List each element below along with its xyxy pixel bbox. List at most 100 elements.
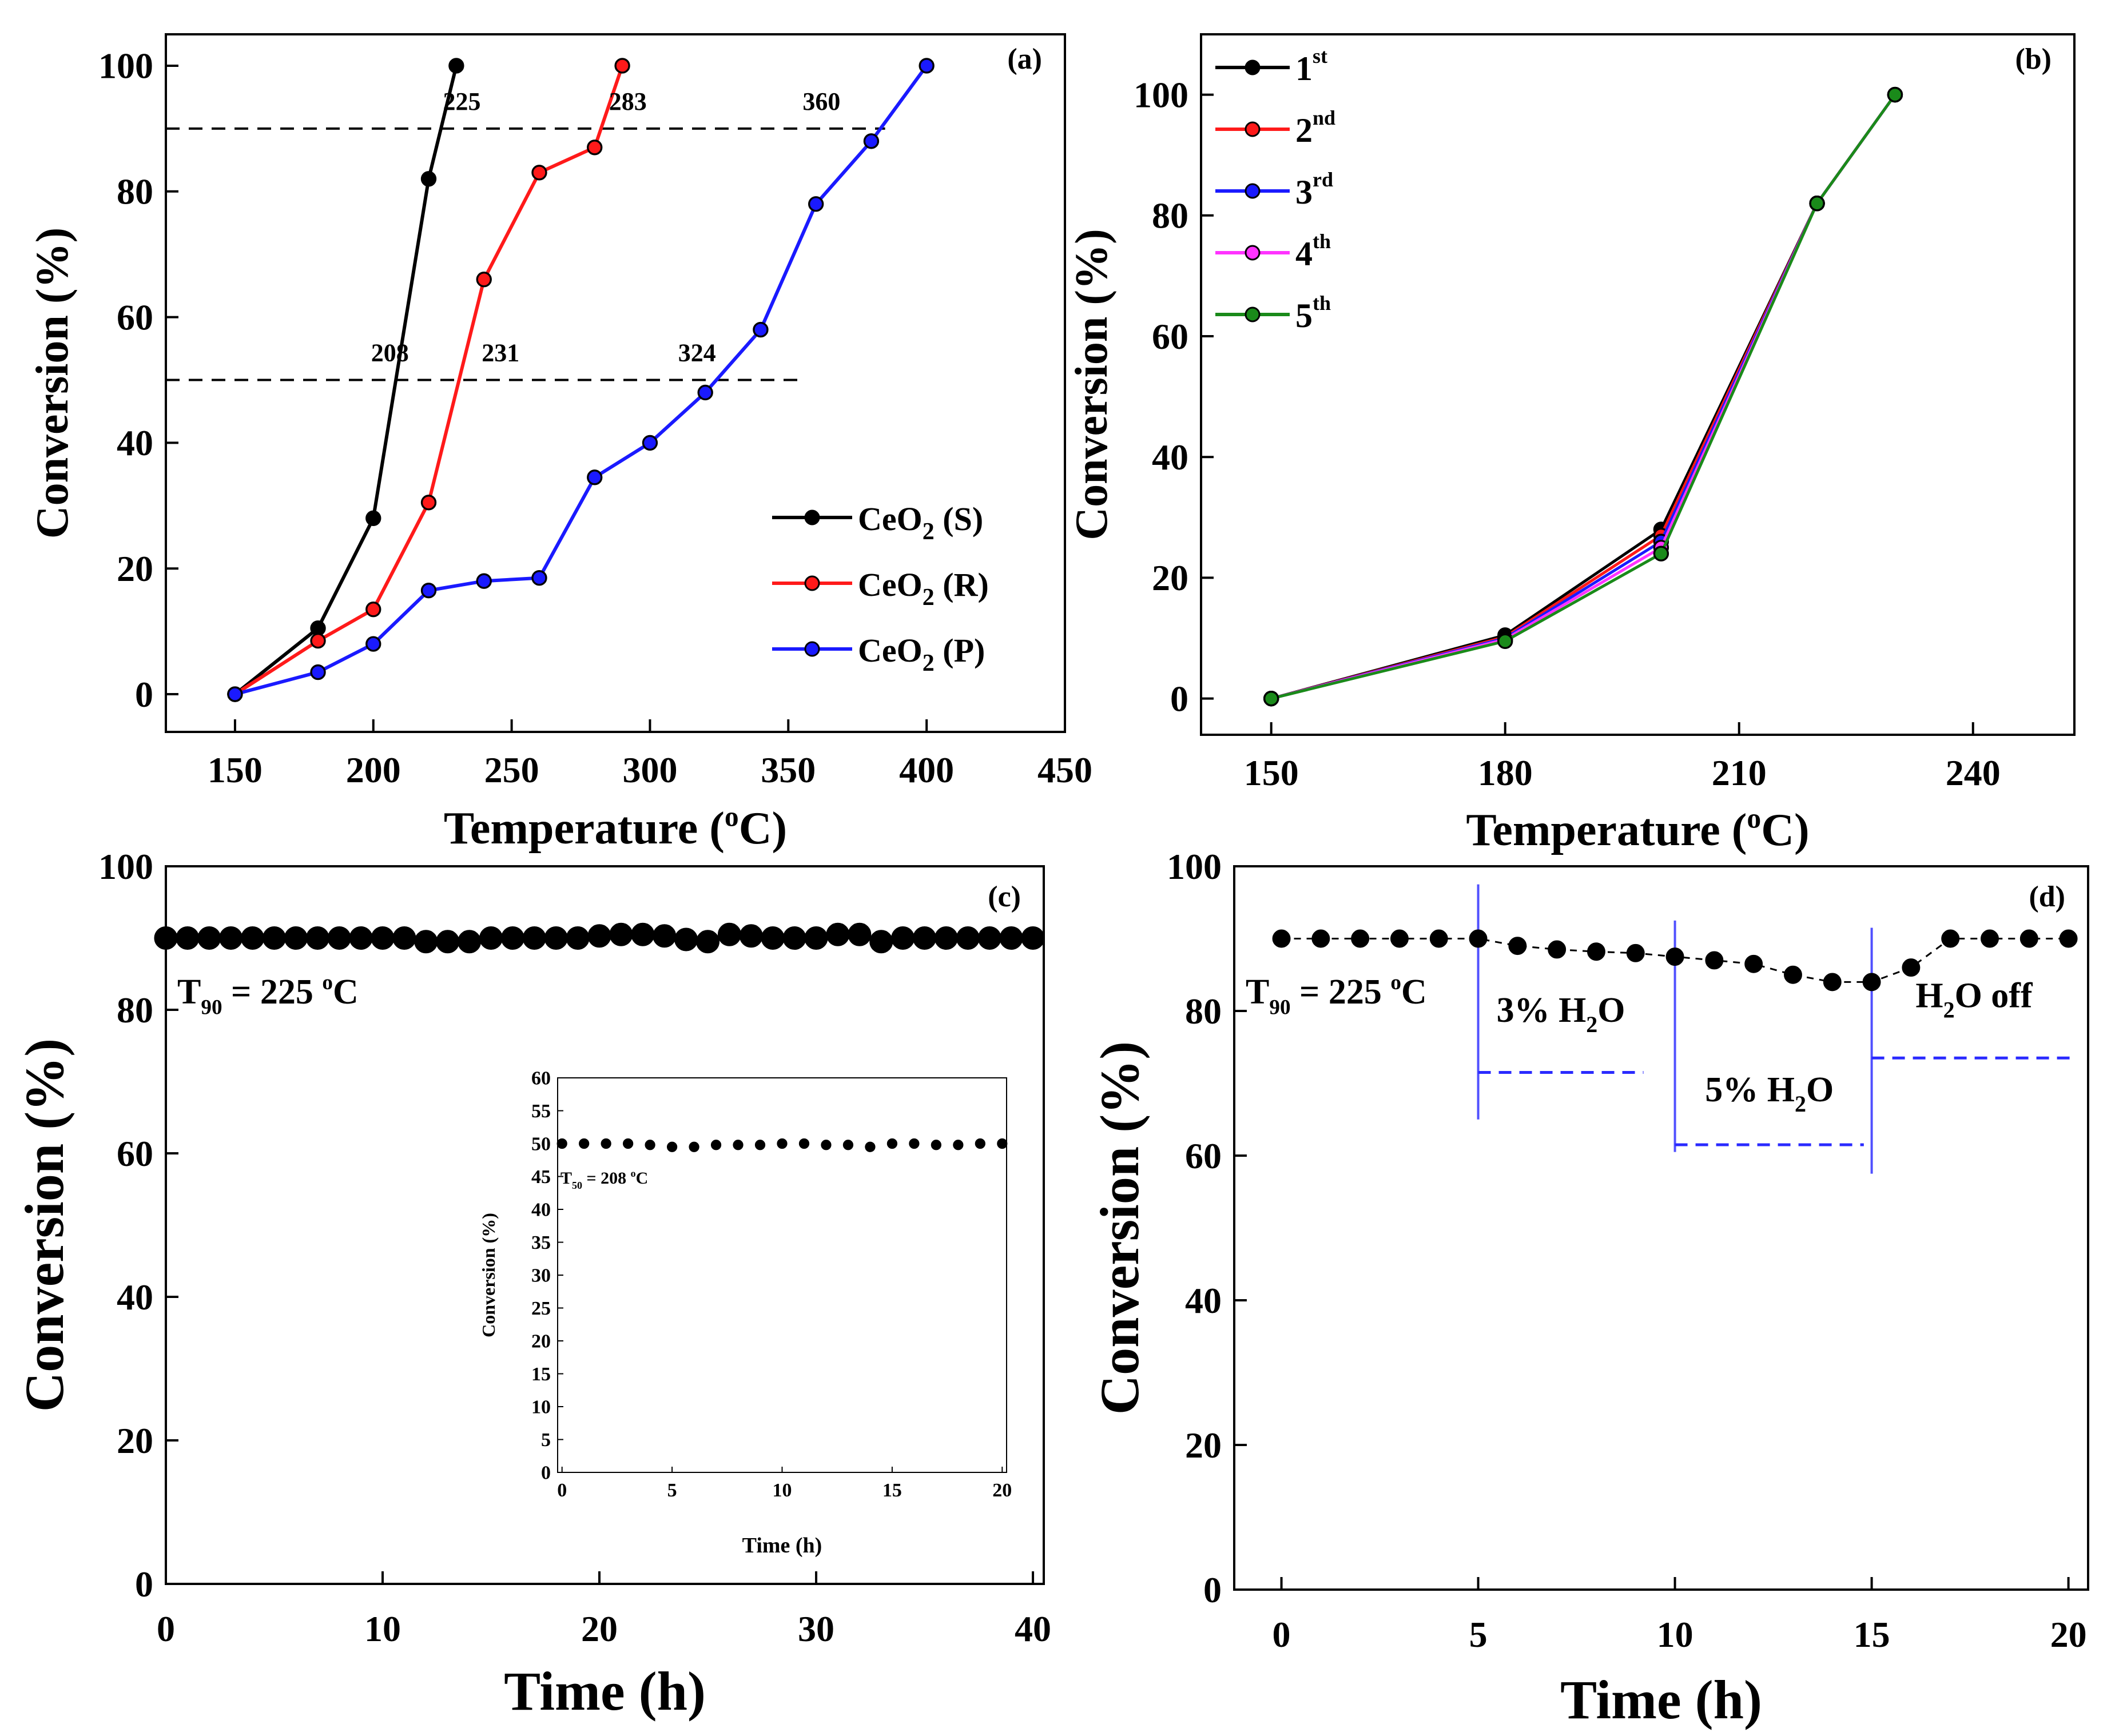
y-tick-label: 100 bbox=[98, 846, 153, 887]
series-0-point bbox=[587, 924, 611, 948]
legend-label: 4th bbox=[1295, 230, 1331, 273]
inset-series-point bbox=[601, 1138, 611, 1149]
series-0-point bbox=[544, 926, 568, 950]
temperature-annotation-sup: o bbox=[322, 971, 333, 994]
inset-series-point bbox=[733, 1140, 744, 1150]
legend-sup: th bbox=[1313, 230, 1331, 253]
condition-label: 3% H2O bbox=[1497, 991, 1625, 1037]
temperature-annotation: 360 bbox=[802, 87, 840, 116]
x-tick-label: 210 bbox=[1712, 752, 1767, 793]
x-axis-label: Temperature (oC) bbox=[1466, 803, 1809, 855]
series-0-point bbox=[1862, 973, 1881, 992]
temperature-annotation-sub: 90 bbox=[1269, 996, 1290, 1020]
legend-sup: rd bbox=[1313, 168, 1333, 191]
x-tick-label: 400 bbox=[899, 750, 954, 790]
series-0-point bbox=[566, 926, 590, 950]
series-0-point bbox=[804, 926, 828, 950]
inset-annotation-sup: o bbox=[631, 1168, 636, 1179]
series-0-point bbox=[653, 924, 677, 948]
series-0-point bbox=[891, 926, 915, 950]
legend-text: 3 bbox=[1295, 173, 1313, 211]
x-tick-label: 40 bbox=[1015, 1608, 1051, 1649]
temperature-annotation: 283 bbox=[609, 87, 647, 116]
series-0-point bbox=[284, 926, 308, 950]
y-tick-label: 60 bbox=[1185, 1136, 1222, 1176]
legend-text: (R) bbox=[935, 566, 989, 603]
condition-text: O off bbox=[1955, 977, 2033, 1016]
series-0-point bbox=[420, 171, 437, 187]
series-0-point bbox=[1823, 973, 1842, 992]
y-tick-label: 20 bbox=[117, 1420, 153, 1461]
series-0-point bbox=[848, 922, 872, 946]
x-tick-label: 20 bbox=[581, 1608, 618, 1649]
y-axis-label: Conversion (%) bbox=[1089, 1041, 1150, 1415]
series-0-point bbox=[1784, 965, 1802, 984]
y-tick-label: 15 bbox=[531, 1364, 551, 1385]
x-tick-label: 10 bbox=[364, 1608, 401, 1649]
series-0-point bbox=[869, 930, 893, 954]
series-0-point bbox=[327, 926, 351, 950]
legend-text: CeO bbox=[858, 632, 923, 669]
y-axis-label: Conversion (%) bbox=[14, 1038, 75, 1412]
legend-marker bbox=[804, 641, 820, 657]
y-tick-label: 60 bbox=[531, 1068, 551, 1089]
x-tick-label: 20 bbox=[992, 1480, 1012, 1501]
series-2-line bbox=[1271, 94, 1897, 700]
series-0-point bbox=[999, 926, 1023, 950]
y-tick-label: 60 bbox=[117, 297, 153, 337]
series-4-point bbox=[1497, 633, 1513, 649]
inset-series-point bbox=[710, 1140, 722, 1150]
y-tick-label: 10 bbox=[531, 1397, 551, 1418]
x-tick-label: 5 bbox=[667, 1480, 677, 1501]
temperature-annotation: 208 bbox=[371, 339, 409, 367]
legend-text: (S) bbox=[935, 500, 983, 537]
y-tick-label: 100 bbox=[1134, 74, 1188, 115]
series-0-point bbox=[739, 924, 763, 948]
temperature-annotation: T90 = 225 oC bbox=[1246, 971, 1427, 1019]
y-tick-label: 100 bbox=[98, 46, 153, 86]
legend-label: CeO2 (S) bbox=[858, 500, 983, 545]
series-2-point bbox=[587, 469, 603, 485]
temperature-annotation-text: C bbox=[333, 973, 359, 1012]
series-0-point bbox=[414, 930, 438, 954]
legend-marker bbox=[1245, 59, 1261, 75]
x-tick-label: 180 bbox=[1478, 752, 1533, 793]
y-tick-label: 0 bbox=[1203, 1570, 1222, 1610]
x-tick-label: 450 bbox=[1037, 750, 1092, 790]
x-tick-label: 0 bbox=[557, 1480, 567, 1501]
inset-series-point bbox=[975, 1138, 985, 1149]
temperature-annotation: T90 = 225 oC bbox=[177, 971, 359, 1019]
legend-marker bbox=[804, 509, 820, 525]
x-axis-label: Temperature (oC) bbox=[444, 801, 787, 854]
series-2-point bbox=[808, 196, 824, 212]
y-tick-label: 60 bbox=[1152, 316, 1188, 357]
inset-series-point bbox=[865, 1141, 876, 1152]
series-4-point bbox=[1887, 86, 1903, 103]
series-4-point bbox=[1653, 546, 1669, 562]
inset-series-point bbox=[556, 1138, 567, 1149]
legend-text: 2 bbox=[1295, 112, 1313, 149]
series-1-point bbox=[614, 58, 630, 74]
legend-sup: st bbox=[1313, 45, 1327, 67]
x-tick-label: 15 bbox=[882, 1480, 902, 1501]
series-0-point bbox=[761, 926, 785, 950]
x-tick-label: 15 bbox=[1854, 1614, 1890, 1655]
series-0-point bbox=[262, 926, 287, 950]
temperature-annotation-sup: o bbox=[1390, 971, 1401, 994]
series-0-point bbox=[197, 926, 221, 950]
legend-label: CeO2 (R) bbox=[858, 566, 989, 611]
series-0-point bbox=[609, 922, 633, 946]
y-axis-label: Conversion (%) bbox=[27, 228, 78, 539]
series-2-point bbox=[310, 664, 326, 680]
inset-series-point bbox=[886, 1138, 898, 1149]
x-tick-label: 5 bbox=[1469, 1614, 1488, 1655]
y-tick-label: 0 bbox=[135, 674, 153, 715]
y-tick-label: 40 bbox=[117, 423, 153, 463]
inset-series-point bbox=[689, 1141, 699, 1152]
series-2-point bbox=[863, 133, 880, 149]
condition-text: 5% H bbox=[1705, 1070, 1795, 1109]
inset-series-point bbox=[821, 1140, 832, 1150]
series-1-point bbox=[365, 601, 381, 618]
